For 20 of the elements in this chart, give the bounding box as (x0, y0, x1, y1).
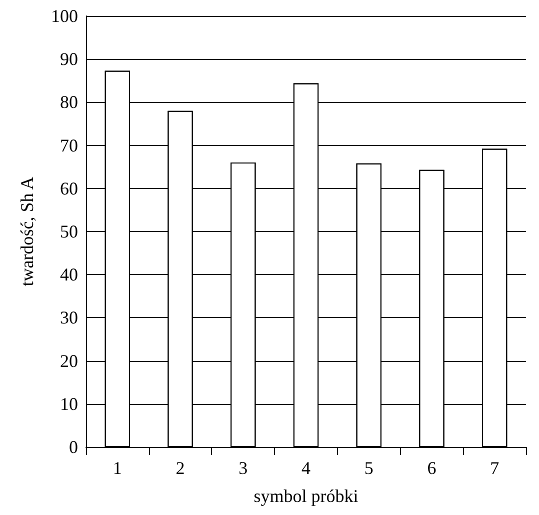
y-tick-label: 90 (60, 49, 78, 70)
y-tick-label: 40 (60, 264, 78, 285)
y-axis-title: twardość, Sh A (17, 176, 37, 286)
x-tick-label: 2 (176, 458, 185, 478)
y-tick-label: 20 (60, 350, 78, 371)
y-tick-label: 60 (60, 178, 78, 198)
x-axis-title: symbol próbki (254, 486, 358, 506)
x-tick-label: 7 (490, 458, 500, 478)
x-tick-label: 6 (427, 458, 436, 478)
y-tick-label: 50 (60, 222, 78, 242)
y-tick-label: 70 (60, 135, 78, 156)
y-tick-label: 0 (69, 437, 78, 457)
x-tick-label: 5 (364, 458, 374, 478)
x-tick-label: 4 (302, 458, 310, 478)
x-tick-label: 1 (112, 458, 122, 478)
y-tick-label: 100 (51, 6, 78, 26)
x-tick-label: 3 (238, 458, 248, 478)
y-tick-label: 10 (60, 394, 78, 414)
y-tick-label: 80 (60, 92, 78, 112)
y-tick-label: 30 (60, 308, 78, 328)
